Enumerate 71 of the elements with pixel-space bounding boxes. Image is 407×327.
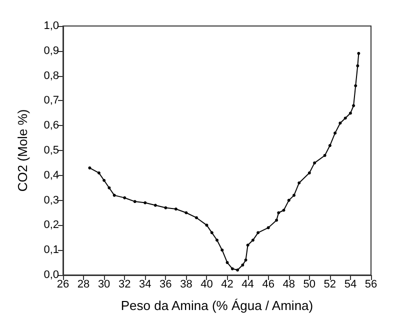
x-tick-label: 46 [262,278,274,290]
y-tick-label: 0,8 [44,70,59,82]
point [356,64,360,68]
x-tick-label: 42 [221,278,234,290]
point [282,208,286,212]
y-tick-label: 0,2 [44,219,59,232]
point [216,238,218,242]
point [251,238,254,242]
y-tick-label: 0,1 [44,244,59,256]
x-tick-label: 30 [98,278,110,290]
x-tick-label: 48 [282,278,295,290]
point [108,186,111,190]
x-tick-label: 54 [344,278,357,290]
point [154,204,157,207]
x-tick-label: 38 [180,278,192,290]
x-tick-label: 26 [56,278,70,290]
x-tick-label: 50 [303,278,316,290]
point [334,132,337,135]
point [226,261,229,264]
point [313,161,316,164]
point [194,216,198,220]
x-tick-label: 40 [200,278,213,290]
x-tick-label: 34 [139,278,152,290]
point [236,268,240,272]
point [323,154,326,157]
point [348,112,352,115]
y-tick-label: 0,5 [44,144,59,156]
point [184,211,188,214]
x-tick-label: 44 [242,278,254,290]
y-tick-label: 0,9 [44,44,59,57]
point [298,181,301,184]
point [275,218,278,222]
x-tick-label: 56 [364,278,378,290]
y-tick-label: 1,0 [44,20,59,32]
point [205,224,208,227]
point [88,166,92,170]
x-tick-label: 52 [324,278,336,290]
y-tick-label: 0,7 [44,94,59,107]
y-tick-label: 0,0 [44,269,59,281]
point [338,122,342,125]
y-axis-title: CO2 (Mole %) [15,109,30,192]
x-tick-label: 28 [77,278,90,290]
point [308,171,311,174]
point [352,104,356,108]
point [357,52,360,55]
point [210,231,214,234]
point [244,258,248,262]
point [133,200,136,204]
point [230,267,234,270]
point [241,264,244,267]
point [102,178,106,182]
point [246,244,250,247]
point [266,226,270,230]
point [112,194,116,197]
point [344,116,347,120]
point [328,144,332,148]
y-tick-label: 0,6 [44,120,59,132]
point [292,194,296,197]
x-tick-label: 32 [118,278,131,290]
point [97,171,100,174]
point [287,198,290,202]
point [144,201,147,204]
y-tick-label: 0,4 [44,169,59,182]
x-axis-title: Peso da Amina (% Água / Amina) [120,298,314,313]
point [277,211,280,214]
point [123,196,126,200]
point [256,231,260,234]
y-tick-label: 0,3 [44,194,59,206]
point [354,84,358,88]
point [220,248,224,252]
x-tick-label: 36 [160,278,172,290]
